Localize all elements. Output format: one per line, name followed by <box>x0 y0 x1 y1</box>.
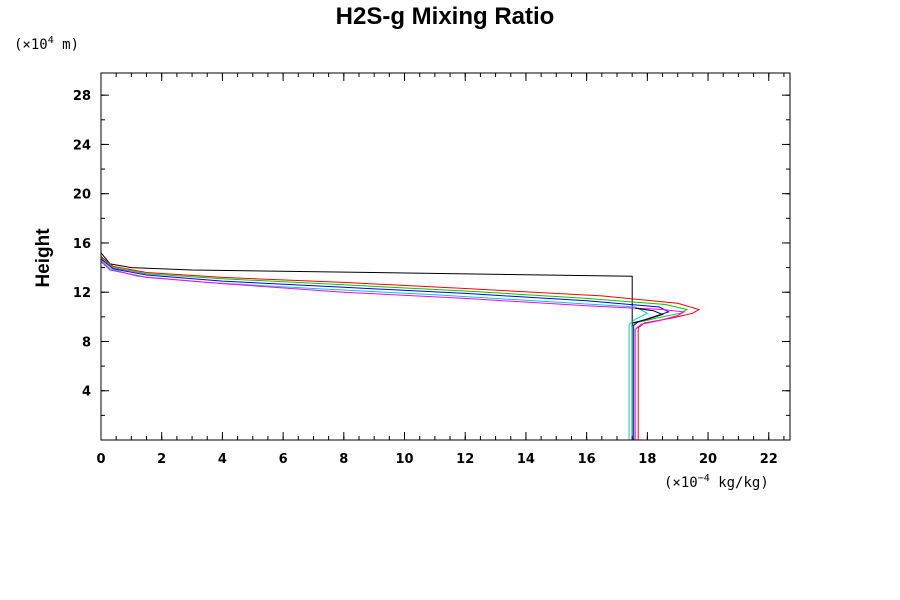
y-unit-label: (×104 m) <box>14 35 79 53</box>
y-tick-label: 8 <box>82 335 91 350</box>
x-tick-label: 18 <box>638 452 656 467</box>
series-line-6 <box>101 73 686 440</box>
series-line-5 <box>101 259 649 440</box>
series-line-7 <box>632 307 664 324</box>
x-tick-label: 4 <box>218 452 227 467</box>
series-layer <box>101 73 701 440</box>
y-axis-label: Height <box>33 228 54 288</box>
y-tick-label: 28 <box>73 89 91 104</box>
x-tick-label: 20 <box>699 452 717 467</box>
x-tick-label: 12 <box>456 452 474 467</box>
series-line-4 <box>101 258 670 440</box>
plot-frame <box>100 72 791 441</box>
series-line-1 <box>101 252 633 440</box>
x-tick-label: 14 <box>517 452 535 467</box>
series-line-2 <box>101 257 689 440</box>
y-tick-label: 20 <box>73 188 91 203</box>
y-tick-label: 12 <box>73 286 91 301</box>
x-tick-label: 0 <box>96 452 105 467</box>
y-tick-label: 4 <box>82 385 91 400</box>
y-tick-label: 16 <box>73 237 91 252</box>
series-line-3 <box>101 256 701 440</box>
x-tick-label: 8 <box>339 452 348 467</box>
x-tick-label: 10 <box>395 452 413 467</box>
x-unit-label: (×10−4 kg/kg) <box>664 473 769 491</box>
x-tick-label: 22 <box>760 452 778 467</box>
y-tick-label: 24 <box>73 138 91 153</box>
x-tick-label: 6 <box>279 452 288 467</box>
x-tick-label: 2 <box>157 452 166 467</box>
x-tick-label: 16 <box>578 452 596 467</box>
chart-title: H2S-g Mixing Ratio <box>336 3 555 30</box>
